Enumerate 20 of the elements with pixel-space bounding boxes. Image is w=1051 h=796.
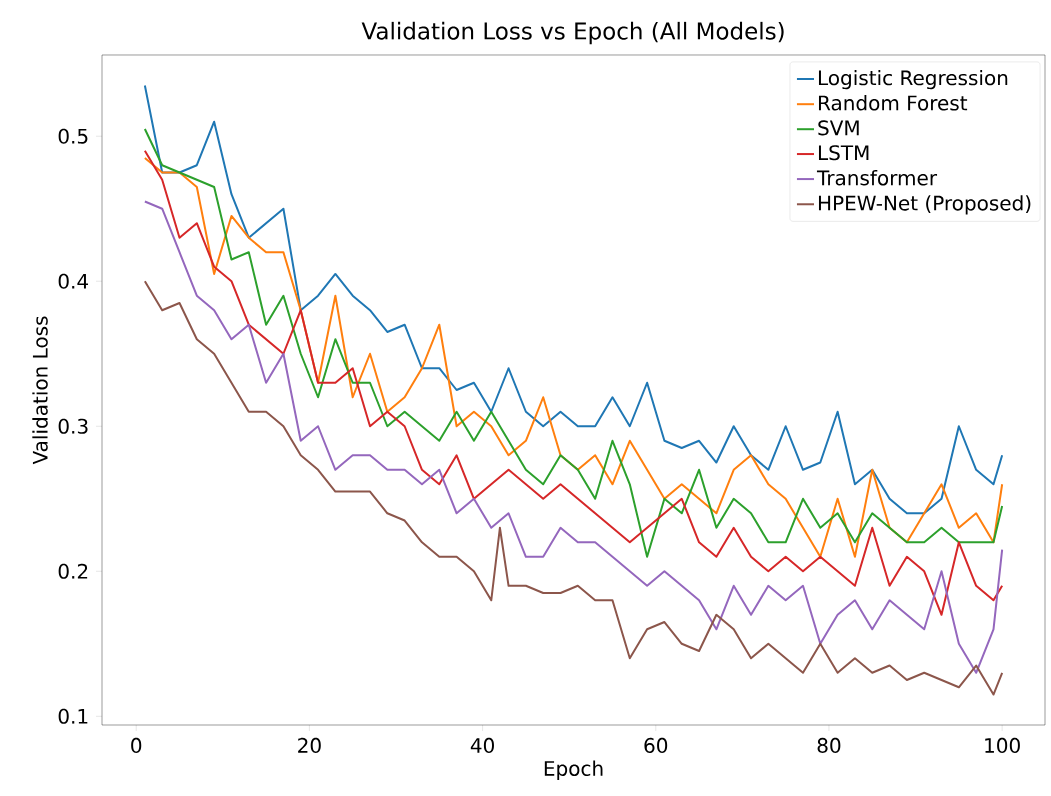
x-tick-label: 60 <box>644 737 668 753</box>
y-axis-title: Validation Loss <box>32 316 48 465</box>
legend-label: HPEW-Net (Proposed) <box>818 195 1031 215</box>
x-tick-label: 0 <box>131 737 142 753</box>
y-tick-label: 0.2 <box>58 563 88 579</box>
legend-label: Logistic Regression <box>818 69 1008 90</box>
x-tick-label: 80 <box>817 737 841 753</box>
legend-label: Random Forest <box>818 95 968 111</box>
x-tick-label: 20 <box>298 737 321 753</box>
legend-label: Transformer <box>816 169 938 186</box>
y-tick-label: 0.5 <box>58 128 88 144</box>
legend-label: LSTM <box>818 145 869 161</box>
y-tick-label: 0.3 <box>58 418 88 434</box>
y-tick-label: 0.4 <box>58 273 89 289</box>
x-tick-label: 40 <box>470 737 494 753</box>
y-tick-label: 0.1 <box>58 708 88 724</box>
x-axis-title: Epoch <box>544 760 603 780</box>
chart-title: Validation Loss vs Epoch (All Models) <box>361 21 784 45</box>
legend-label: SVM <box>818 120 859 136</box>
x-tick-label: 100 <box>985 737 1020 753</box>
